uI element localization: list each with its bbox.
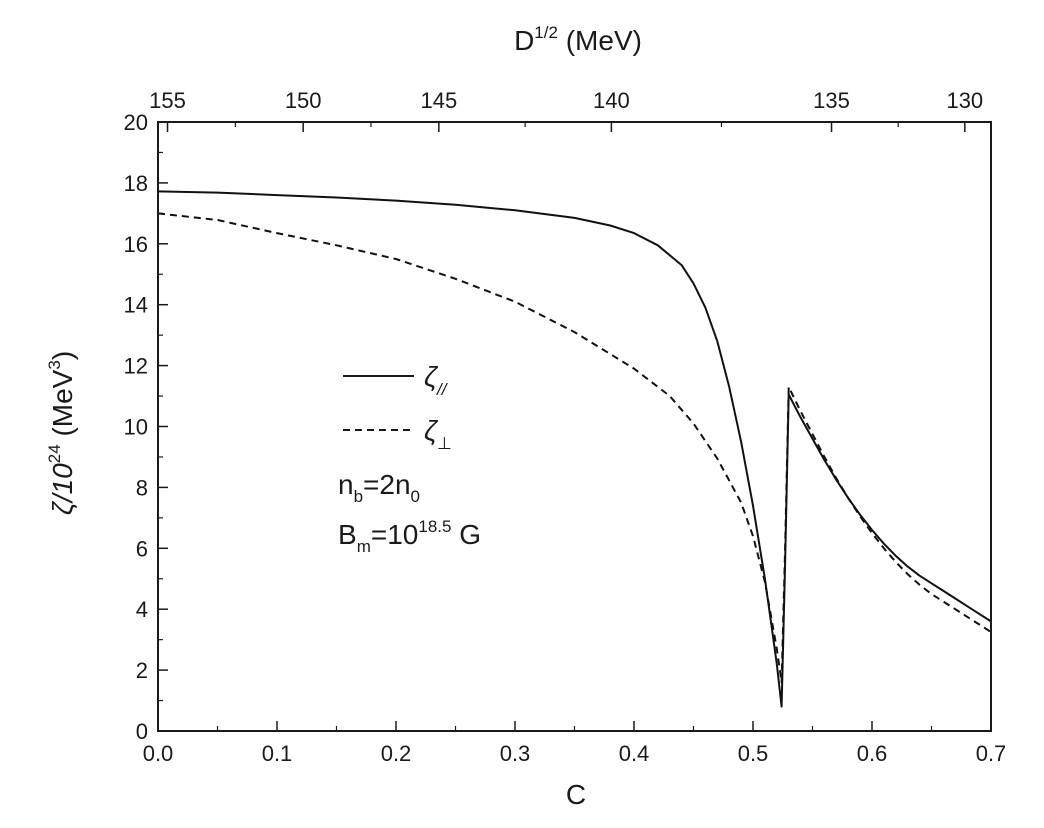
series-lines <box>157 190 992 708</box>
top-tick-label: 135 <box>813 88 850 113</box>
tick-marks <box>157 121 992 732</box>
x-tick-label: 0.1 <box>262 741 293 766</box>
annotation-density-d: 0 <box>411 487 420 506</box>
y-axis-title-unit-exp: 3 <box>45 360 64 369</box>
annotation-field-d: 18.5 <box>418 517 451 536</box>
top-tick-label: 130 <box>946 88 983 113</box>
y-axis-title-main: ζ/10 <box>47 463 78 515</box>
annotation-density: nb=2n0 <box>338 469 420 506</box>
plot-frame <box>157 121 992 732</box>
y-tick-label: 18 <box>124 171 148 196</box>
annotation-field-a: B <box>338 519 357 550</box>
annotation-field: Bm=1018.5 G <box>338 517 481 556</box>
y-axis-title: ζ/1024 (MeV3) <box>45 351 78 515</box>
x-tick-label: 0.3 <box>500 741 531 766</box>
x-axis-title: C <box>566 779 586 810</box>
y-axis-title-exp: 24 <box>45 444 64 463</box>
legend-label-parallel-sub: // <box>436 380 449 399</box>
series-line-perp <box>157 212 992 684</box>
top-x-axis-title-exp: 1/2 <box>534 23 558 42</box>
y-tick-label: 2 <box>136 658 148 683</box>
top-tick-label: 145 <box>420 88 457 113</box>
y-tick-label: 8 <box>136 475 148 500</box>
annotation-field-c: =10 <box>371 519 419 550</box>
x-tick-label: 0.0 <box>143 741 174 766</box>
series-line-parallel <box>157 190 992 708</box>
x-tick-label: 0.4 <box>619 741 650 766</box>
y-axis-title-close: ) <box>47 351 78 360</box>
top-x-axis-title: D1/2 (MeV) <box>514 23 642 56</box>
legend-label-perp-sub: ⊥ <box>437 434 452 453</box>
annotation-field-b: m <box>357 537 371 556</box>
annotation-field-e: G <box>451 519 481 550</box>
top-x-axis-title-main: D <box>514 25 534 56</box>
annotation-density-a: n <box>338 469 354 500</box>
top-tick-label: 155 <box>149 88 186 113</box>
top-x-axis-title-unit: (MeV) <box>558 25 642 56</box>
annotation-density-b: b <box>354 487 363 506</box>
y-tick-label: 0 <box>136 719 148 744</box>
x-tick-label: 0.7 <box>976 741 1007 766</box>
legend-label-parallel: ζ// <box>424 361 449 399</box>
tick-labels: 0.0 0.1 0.2 0.3 0.4 0.5 0.6 0.7 0 2 4 6 8 10 12 14 16 18 2… <box>124 88 1007 766</box>
legend-label-perp-main: ζ <box>424 415 439 446</box>
y-tick-label: 12 <box>124 354 148 379</box>
legend-label-perp: ζ⊥ <box>424 415 452 453</box>
top-tick-label: 150 <box>285 88 322 113</box>
y-tick-label: 6 <box>136 536 148 561</box>
x-tick-label: 0.5 <box>738 741 769 766</box>
legend: ζ// ζ⊥ <box>343 361 452 453</box>
x-tick-label: 0.2 <box>381 741 412 766</box>
legend-label-parallel-main: ζ <box>424 361 439 392</box>
y-tick-label: 20 <box>124 110 148 135</box>
annotation-density-c: =2n <box>363 469 411 500</box>
x-tick-label: 0.6 <box>857 741 888 766</box>
y-tick-label: 4 <box>136 597 148 622</box>
y-axis-title-unit: (MeV <box>47 369 78 444</box>
top-tick-label: 140 <box>593 88 630 113</box>
y-tick-label: 10 <box>124 415 148 440</box>
y-tick-label: 16 <box>124 232 148 257</box>
y-tick-label: 14 <box>124 293 148 318</box>
